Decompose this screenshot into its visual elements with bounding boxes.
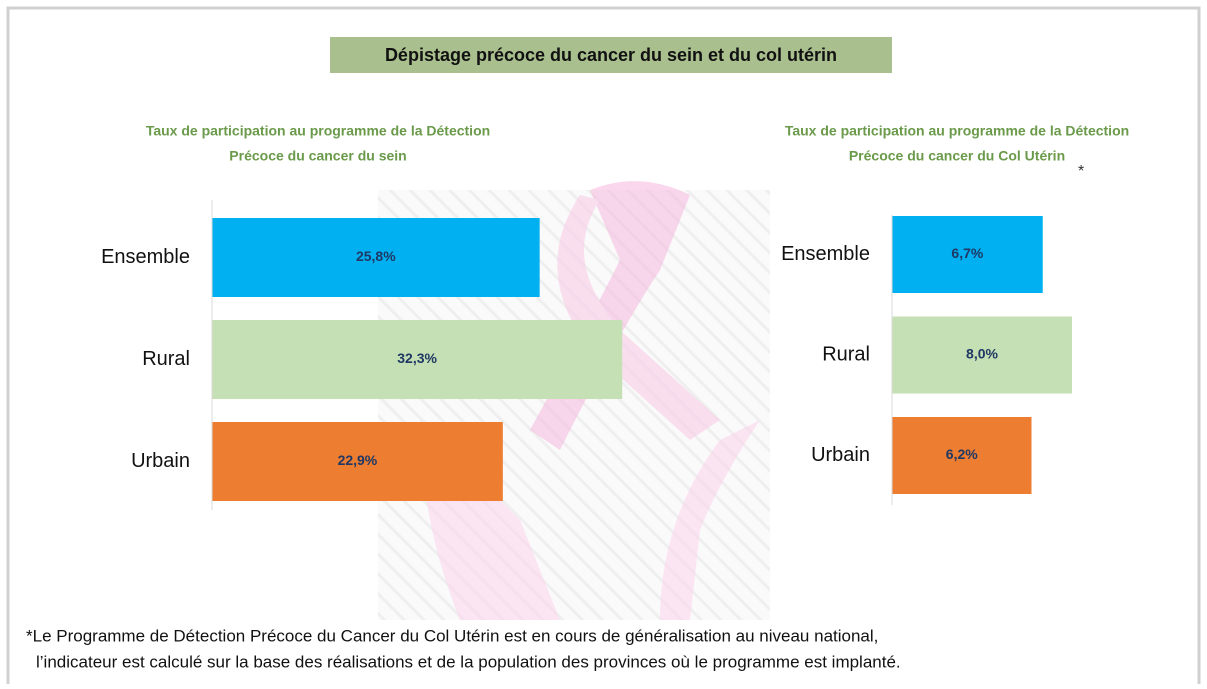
value-label: 8,0% (966, 346, 998, 362)
category-label: Rural (142, 348, 190, 370)
footnote: l’indicateur est calculé sur la base des… (36, 652, 901, 671)
value-label: 6,7% (951, 245, 983, 261)
value-label: 32,3% (397, 350, 437, 366)
footnote: *Le Programme de Détection Précoce du Ca… (26, 626, 878, 645)
value-label: 22,9% (338, 452, 378, 468)
category-label: Rural (822, 343, 870, 365)
chart-subtitle: Taux de participation au programme de la… (785, 123, 1129, 139)
chart-subtitle: Précoce du cancer du sein (229, 148, 406, 164)
chart-subtitle: Précoce du cancer du Col Utérin (849, 148, 1065, 164)
infographic: Dépistage précoce du cancer du sein et d… (0, 0, 1207, 684)
title-note: * (1078, 163, 1084, 180)
value-label: 25,8% (356, 248, 396, 264)
chart-subtitle: Taux de participation au programme de la… (146, 123, 490, 139)
value-label: 6,2% (946, 446, 978, 462)
main-title: Dépistage précoce du cancer du sein et d… (385, 45, 837, 65)
category-label: Urbain (811, 444, 870, 466)
category-label: Urbain (131, 450, 190, 472)
category-label: Ensemble (781, 243, 870, 265)
category-label: Ensemble (101, 246, 190, 268)
